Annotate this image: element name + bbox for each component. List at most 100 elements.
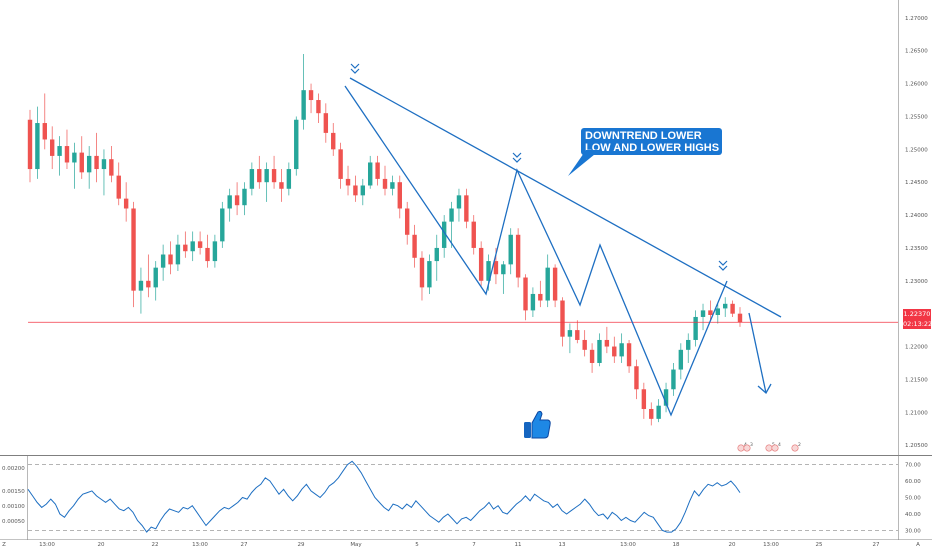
candle-body [671, 369, 676, 390]
candle [72, 142, 77, 189]
time-tick-label: 13:00 [763, 542, 779, 548]
candle [168, 241, 173, 275]
double-chevron-icon [350, 63, 728, 271]
osc-left-tick-label: 0.00150 [2, 489, 25, 495]
candle [538, 280, 543, 308]
candle [412, 224, 417, 268]
candle [368, 155, 373, 189]
time-tick-label: 20 [729, 542, 736, 548]
candle-body [441, 221, 447, 248]
candle-body [49, 139, 55, 156]
candle-body [693, 316, 698, 340]
candle [35, 106, 40, 179]
candle-body [72, 152, 77, 163]
annotation-callout[interactable]: DOWNTREND LOWER LOW AND LOWER HIGHS [581, 128, 722, 155]
candle [604, 326, 610, 354]
price-tick-label: 1.23500 [905, 246, 928, 252]
candle [227, 188, 232, 222]
candle-body [723, 303, 728, 309]
candle [641, 382, 647, 419]
candle-body [427, 261, 432, 288]
candle-body [197, 241, 203, 248]
candle-body [64, 146, 70, 163]
candle-body [42, 123, 47, 140]
candle-body [153, 267, 158, 288]
candle-body [264, 169, 269, 183]
candle-body [501, 264, 506, 275]
candle [375, 155, 380, 186]
candle-body [138, 280, 144, 291]
candle [234, 182, 240, 216]
candle-body [220, 208, 225, 242]
candle-body [515, 234, 521, 278]
candle-body [715, 308, 721, 315]
price-tick-label: 1.26000 [905, 82, 928, 88]
price-tick-label: 1.27000 [905, 16, 928, 22]
candle [27, 109, 33, 183]
candle-body [316, 100, 321, 114]
osc-left-tick-label: 0.00050 [2, 519, 25, 525]
candle-body [634, 366, 639, 390]
candle-body [575, 330, 580, 340]
candle [589, 343, 595, 373]
candle [626, 339, 632, 373]
osc-right-tick-label: 40.00 [905, 512, 921, 518]
candle-body [86, 155, 92, 173]
candle-body [79, 152, 84, 173]
candle [323, 103, 329, 143]
candle-body [382, 178, 388, 189]
candle [205, 234, 210, 268]
osc-right-tick-label: 50.00 [905, 496, 921, 502]
candle-body [397, 182, 402, 209]
candle-body [242, 188, 247, 206]
time-tick-label: 13 [559, 542, 566, 548]
candle [360, 178, 366, 206]
candle [301, 54, 306, 130]
event-badges[interactable]: 43542 [737, 442, 801, 452]
candle [478, 241, 484, 288]
time-tick-label: Z [2, 542, 6, 548]
time-tick-label: 13:00 [192, 542, 208, 548]
candle-body [279, 182, 284, 189]
oscillator-line [27, 460, 741, 533]
pattern-drawings[interactable] [344, 63, 782, 417]
osc-left-tick-label: 0.00100 [2, 504, 25, 510]
candle [264, 162, 269, 202]
candle-body [737, 313, 743, 323]
oscillator-pane: 70.00 60.00 50.00 40.00 30.00 0.00200 0.00150 0… [2, 460, 921, 534]
candle [567, 323, 573, 354]
descending-trendline [349, 77, 782, 318]
candle-body [456, 195, 462, 209]
candle-body [205, 247, 210, 262]
time-tick-label: 7 [472, 542, 476, 548]
candle [582, 330, 587, 357]
time-tick-label: 29 [298, 542, 305, 548]
candle-body [360, 185, 366, 196]
candle-body [708, 310, 713, 315]
candle-body [345, 178, 351, 186]
candle-body [57, 146, 62, 156]
candle [612, 336, 617, 363]
price-tick-label: 1.21000 [905, 410, 928, 416]
osc-right-tick-label: 70.00 [905, 463, 921, 469]
price-tick-label: 1.25500 [905, 114, 928, 120]
candle [116, 162, 121, 206]
candle [464, 188, 469, 229]
candle-body [641, 389, 647, 409]
candle-body [227, 195, 232, 209]
candle-body [464, 195, 469, 222]
candle [700, 303, 706, 331]
candle [294, 116, 299, 176]
candle-body [508, 234, 513, 265]
price-tick-label: 1.26500 [905, 49, 928, 55]
candle [153, 261, 158, 301]
candle [441, 215, 447, 258]
time-tick-label: 11 [515, 542, 522, 548]
event-badge-label: 4 [778, 442, 781, 448]
candle-body [160, 254, 166, 268]
candle [308, 83, 314, 114]
candle [316, 93, 321, 124]
event-badge: 2 [791, 442, 801, 452]
